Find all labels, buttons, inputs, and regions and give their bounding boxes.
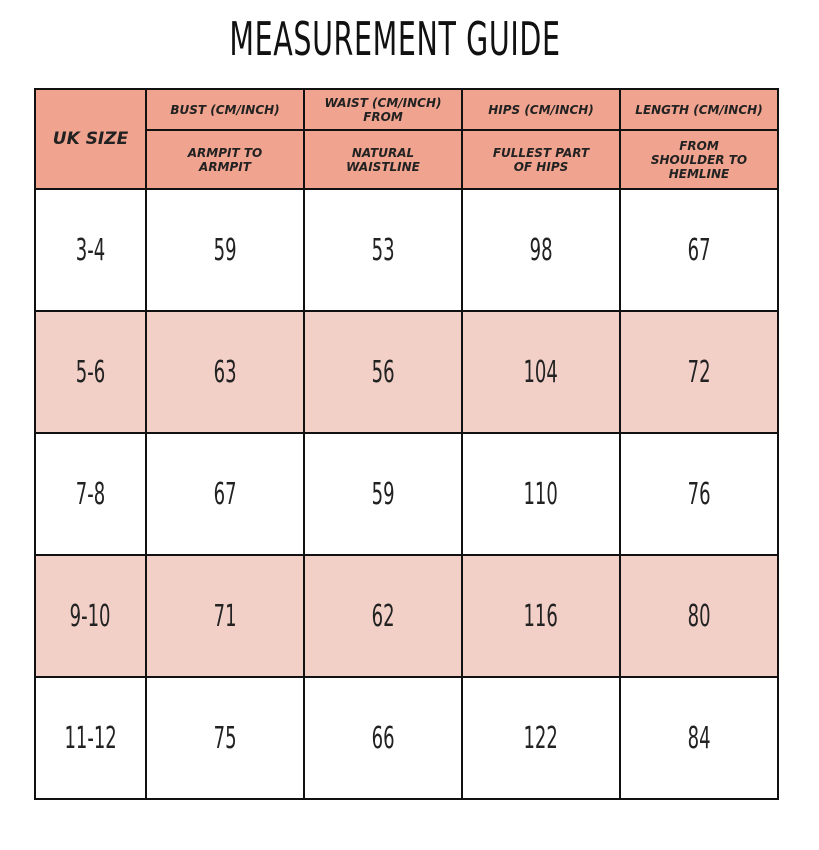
measurement-cell: 98 bbox=[461, 188, 621, 312]
cell-text: 116 bbox=[523, 598, 559, 634]
size-cell: 5-6 bbox=[34, 310, 147, 434]
cell-text: 67 bbox=[213, 476, 237, 512]
measurement-table: UK SIZE BUST (CM/INCH) WAIST (CM/INCH) FR… bbox=[34, 88, 779, 800]
cell-text: 63 bbox=[213, 354, 237, 390]
measurement-cell: 66 bbox=[303, 676, 463, 800]
cell-text: 9-10 bbox=[70, 598, 111, 634]
column-header: BUST (CM/INCH) bbox=[145, 88, 305, 131]
cell-text: 59 bbox=[371, 476, 395, 512]
measurement-cell: 71 bbox=[145, 554, 305, 678]
cell-text: 59 bbox=[213, 232, 237, 268]
cell-text: 11-12 bbox=[64, 720, 117, 756]
measurement-cell: 59 bbox=[145, 188, 305, 312]
measurement-cell: 122 bbox=[461, 676, 621, 800]
size-cell: 9-10 bbox=[34, 554, 147, 678]
header-sub-row: ARMPIT TO ARMPIT NATURAL WAISTLINE FULLEST… bbox=[35, 129, 779, 190]
cell-text: 122 bbox=[523, 720, 559, 756]
header-row: UK SIZE BUST (CM/INCH) WAIST (CM/INCH) FR… bbox=[34, 88, 779, 190]
cell-text: 104 bbox=[523, 354, 559, 390]
size-header: UK SIZE bbox=[34, 88, 147, 190]
table-row: 5-6 63 56 104 72 bbox=[34, 310, 779, 434]
size-cell: 3-4 bbox=[34, 188, 147, 312]
cell-text: 72 bbox=[687, 354, 711, 390]
column-header: LENGTH (CM/INCH) bbox=[619, 88, 779, 131]
cell-text: 98 bbox=[529, 232, 553, 268]
cell-text: 76 bbox=[687, 476, 711, 512]
cell-text: 62 bbox=[371, 598, 395, 634]
measurement-cell: 75 bbox=[145, 676, 305, 800]
table-row: 9-10 71 62 116 80 bbox=[34, 554, 779, 678]
column-subheader: ARMPIT TO ARMPIT bbox=[145, 129, 305, 190]
measurement-cell: 110 bbox=[461, 432, 621, 556]
table-row: 11-12 75 66 122 84 bbox=[34, 676, 779, 800]
measurement-cell: 104 bbox=[461, 310, 621, 434]
cell-text: 7-8 bbox=[75, 476, 106, 512]
cell-text: 110 bbox=[523, 476, 559, 512]
measurement-cell: 80 bbox=[619, 554, 779, 678]
cell-text: 3-4 bbox=[75, 232, 106, 268]
measurement-cell: 53 bbox=[303, 188, 463, 312]
cell-text: 80 bbox=[687, 598, 711, 634]
cell-text: 84 bbox=[687, 720, 711, 756]
cell-text: 67 bbox=[687, 232, 711, 268]
title: MEASUREMENT GUIDE bbox=[229, 12, 561, 66]
measurement-cell: 72 bbox=[619, 310, 779, 434]
column-header: HIPS (CM/INCH) bbox=[461, 88, 621, 131]
cell-text: 56 bbox=[371, 354, 395, 390]
measurement-cell: 116 bbox=[461, 554, 621, 678]
measurement-cell: 59 bbox=[303, 432, 463, 556]
measurement-cell: 67 bbox=[619, 188, 779, 312]
cell-text: 75 bbox=[213, 720, 237, 756]
measurement-cell: 63 bbox=[145, 310, 305, 434]
size-cell: 11-12 bbox=[34, 676, 147, 800]
column-header: WAIST (CM/INCH) FROM bbox=[303, 88, 463, 131]
size-cell: 7-8 bbox=[34, 432, 147, 556]
table-row: 3-4 59 53 98 67 bbox=[34, 188, 779, 312]
column-subheader: NATURAL WAISTLINE bbox=[303, 129, 463, 190]
table-body: 3-4 59 53 98 67 5-6 63 56 104 72 7-8 67 59 110 76 9-10 7… bbox=[34, 188, 779, 800]
measurement-cell: 62 bbox=[303, 554, 463, 678]
measurement-cell: 56 bbox=[303, 310, 463, 434]
measurement-cell: 67 bbox=[145, 432, 305, 556]
measurement-cell: 76 bbox=[619, 432, 779, 556]
column-subheader: FROM SHOULDER TO HEMLINE bbox=[619, 129, 779, 190]
measurement-cell: 84 bbox=[619, 676, 779, 800]
cell-text: 5-6 bbox=[75, 354, 106, 390]
cell-text: 71 bbox=[213, 598, 237, 634]
cell-text: 66 bbox=[371, 720, 395, 756]
cell-text: 53 bbox=[371, 232, 395, 268]
table-row: 7-8 67 59 110 76 bbox=[34, 432, 779, 556]
column-subheader: FULLEST PART OF HIPS bbox=[461, 129, 621, 190]
